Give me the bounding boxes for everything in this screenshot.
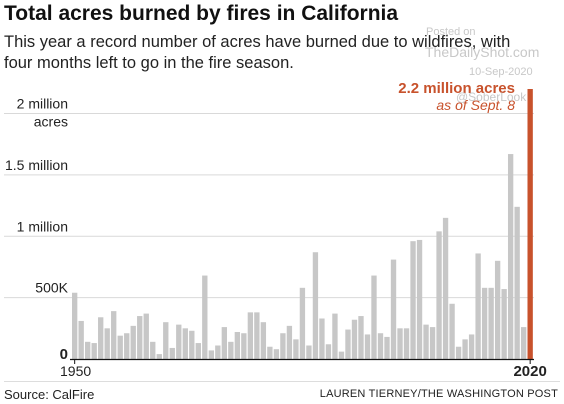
bar [423,324,429,359]
bar [280,333,286,359]
bar [351,319,358,359]
bar [85,341,91,359]
bar [286,325,293,359]
annotation: 2.2 million acres as of Sept. 8 [398,80,515,113]
bar [182,328,188,359]
bar [520,327,527,359]
footer-divider [4,381,560,382]
bar [507,154,514,359]
bar [442,217,449,359]
watermark-date: 10-Sep-2020 [469,66,533,78]
bar [163,322,169,359]
bar [156,354,162,359]
bar [228,341,234,359]
y-tick-label: 1.5 million [5,157,68,173]
bar [267,346,273,359]
annotation-value-label: 2.2 million acres [398,80,515,97]
y-tick-label: 2 million [17,96,68,112]
bar [377,333,384,359]
bar [306,345,312,359]
bar [91,343,97,359]
bar [338,351,345,359]
x-axis: 1950 2020 [60,358,547,380]
watermark-posted: Posted on [426,26,476,38]
bar [124,333,130,359]
bar [325,344,332,359]
bar [234,332,241,359]
bar [501,289,507,359]
bar [169,347,175,359]
bar [364,334,371,359]
bar [488,287,494,359]
bar [449,303,455,359]
x-tick-label: 2020 [513,363,546,380]
chart-title: Total acres burned by fires in Californi… [4,2,399,25]
bar [312,252,319,359]
gridlines [4,113,534,299]
bar [143,313,149,359]
credit-line: LAUREN TIERNEY/THE WASHINGTON POST [319,388,558,400]
bar [247,312,254,359]
bar [78,320,84,359]
annotation-date-label: as of Sept. 8 [436,97,515,113]
bar [137,316,143,359]
bar [111,311,117,359]
bar [436,231,442,359]
bar [494,260,501,359]
bar [254,312,260,359]
y-axis-tick-labels: 0 500K 1 million 1.5 million 2 million acres [5,96,69,363]
bar [202,275,208,359]
bar [468,334,475,359]
chart-subtitle: This year a record number of acres have … [4,33,511,72]
source-note: Source: CalFire [4,387,95,402]
watermark-tag: @SoberLook [456,90,527,104]
bar [397,328,403,359]
bar [403,328,410,359]
bar [72,292,78,359]
bar [221,327,227,359]
y-axis-unit-label: acres [34,114,68,130]
bar [319,318,325,359]
bar [475,253,481,359]
bar [481,287,488,359]
bar [98,317,104,359]
bar [176,324,182,359]
bar [189,330,195,359]
bar [260,322,267,359]
bar [241,333,247,359]
x-tick-label: 1950 [60,363,91,379]
bar-series [72,89,533,359]
bar [293,339,299,359]
bar [150,341,156,359]
watermark-site: TheDailyShot.com [425,44,540,60]
bar [195,343,201,359]
y-tick-label: 0 [60,346,68,363]
bar [332,313,338,359]
bar [429,327,436,359]
y-tick-label: 500K [35,280,68,296]
bar [514,206,520,359]
bar [416,239,423,359]
bar [215,345,221,359]
bar [384,336,390,359]
bar [208,350,214,359]
bar [130,325,136,359]
bar [358,316,364,359]
bar [273,349,280,359]
bar-highlight [527,89,533,359]
bar [117,335,123,359]
bar [455,346,462,359]
bar [371,275,377,359]
bar [299,287,306,359]
bar [345,329,351,359]
bar [104,328,110,359]
bar [390,259,397,359]
y-tick-label: 1 million [17,218,68,234]
bar [462,339,468,359]
bar [410,241,416,359]
